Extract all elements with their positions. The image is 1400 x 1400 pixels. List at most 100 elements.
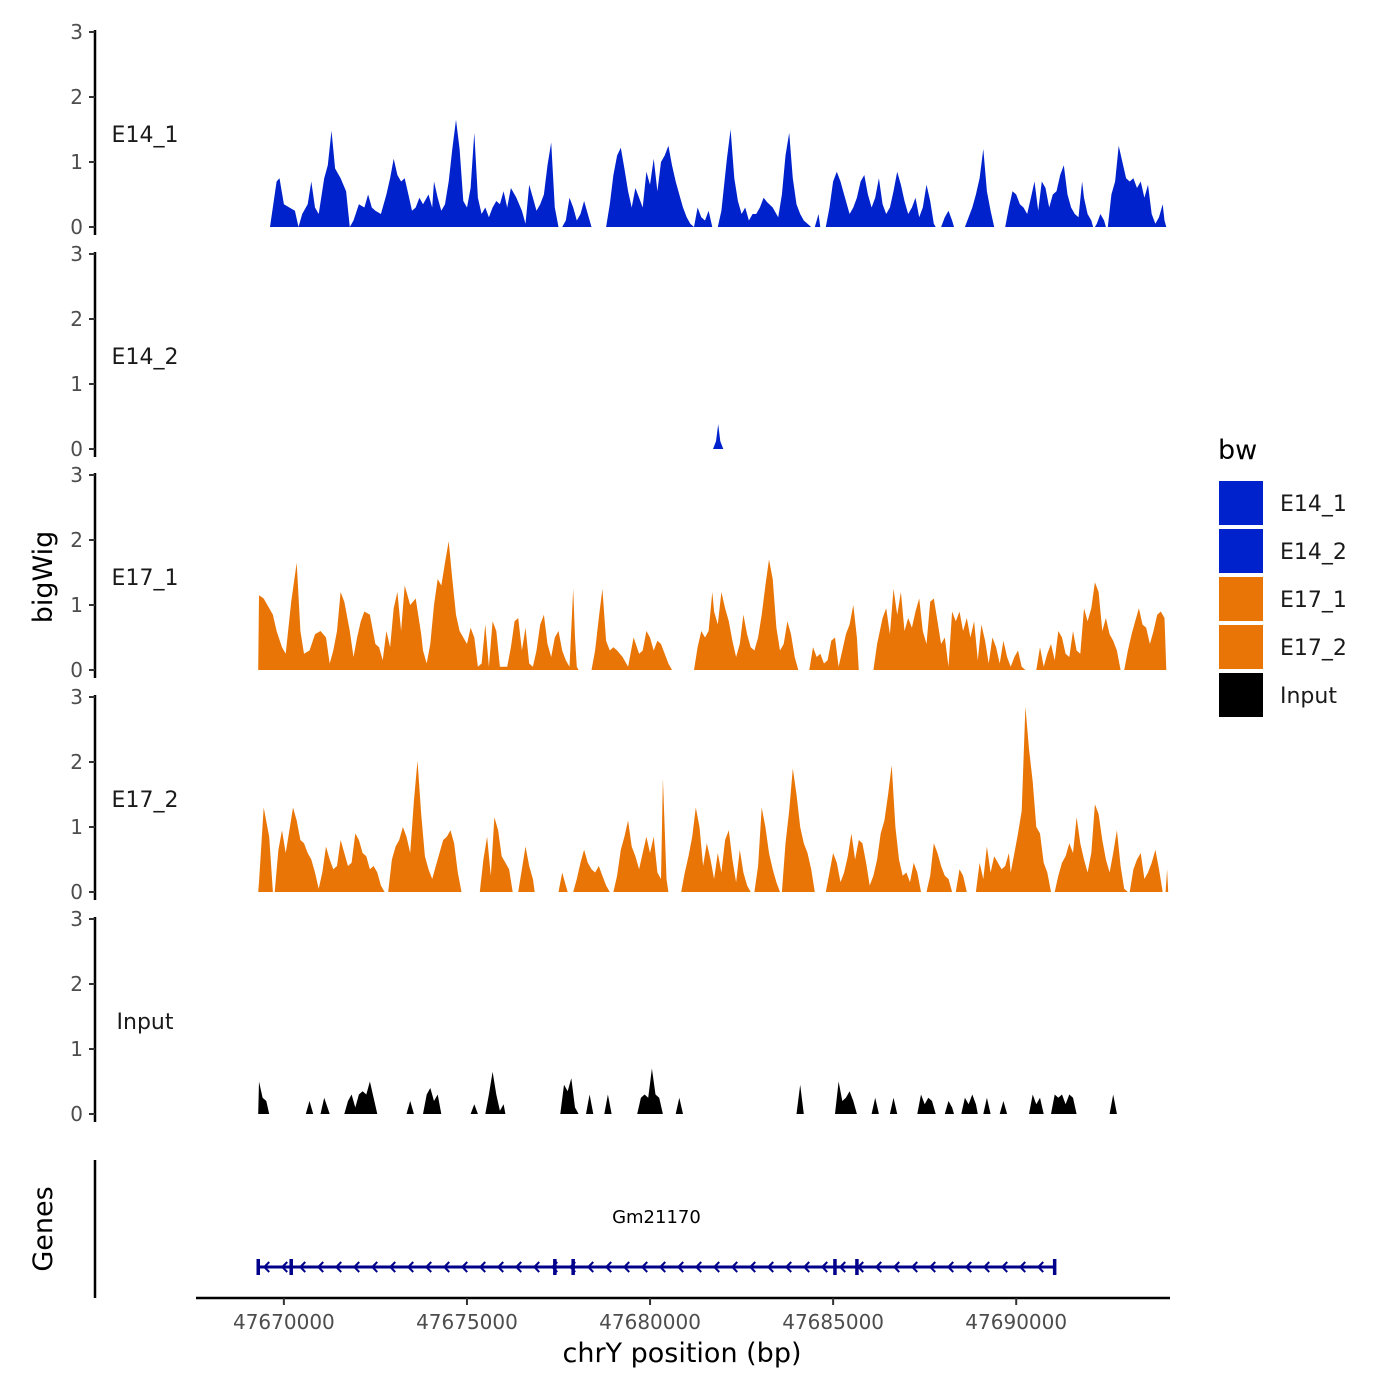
coverage-area-e14-1 [270,119,1167,227]
track-label-e14-2: E14_2 [112,345,179,370]
x-axis: 47670000 47675000 47680000 47685000 47690000 [196,1296,1170,1334]
strand-arrow-icon [640,1261,648,1273]
track-input: 0 1 2 3 Input [70,907,1117,1126]
track-e17-1: 0 1 2 3 E17_1 [70,463,1167,682]
strand-arrow-icon [424,1261,432,1273]
strand-arrow-icon [928,1261,936,1273]
y-tick-label-e14-1-1: 1 [70,150,83,174]
strand-arrow-icon [262,1261,270,1273]
strand-arrow-icon [478,1261,486,1273]
y-tick-label-e17-1-1: 1 [70,593,83,617]
y-tick-label-input-3: 3 [70,907,83,931]
legend-label-e17-2: E17_2 [1280,636,1347,661]
strand-arrow-icon [838,1261,846,1273]
x-tick-label-47670000: 47670000 [233,1310,335,1334]
gene-track: Gm21170 [93,1160,1057,1298]
strand-arrow-icon [586,1261,594,1273]
legend-swatch-e17-2 [1217,623,1265,671]
y-tick-label-e14-2-3: 3 [70,242,83,266]
coverage-area-e14-2 [713,424,724,449]
x-tick-label-47690000: 47690000 [965,1310,1067,1334]
track-label-e17-2: E17_2 [112,788,179,813]
strand-arrow-icon [298,1261,306,1273]
gene-label-gm21170: Gm21170 [612,1207,701,1228]
y-tick-label-e17-2-0: 0 [70,880,83,904]
strand-arrow-icon [406,1261,414,1273]
strand-arrow-icon [352,1261,360,1273]
strand-arrow-icon [820,1261,828,1273]
strand-arrow-icon [532,1261,540,1273]
strand-arrow-icon [442,1261,450,1273]
y-tick-label-e14-1-3: 3 [70,20,83,44]
strand-arrow-icon [370,1261,378,1273]
strand-arrow-icon [730,1261,738,1273]
coverage-area-input [258,1068,1117,1114]
y-axis-title-genes: Genes [28,1186,59,1271]
strand-arrow-icon [748,1261,756,1273]
coverage-area-e17-2 [258,706,1169,892]
y-tick-label-e17-2-1: 1 [70,815,83,839]
bigwig-tracks: 0 1 2 3 E14_1 0 1 2 3 E14_2 0 1 2 3 E17_1 0 1 2 3 E17_2 0 1 2 3… [70,20,1169,1126]
legend-swatch-e14-2 [1217,527,1265,575]
strand-arrow-icon [802,1261,810,1273]
legend-swatch-e14-1 [1217,479,1265,527]
strand-arrow-icon [316,1261,324,1273]
strand-arrow-icon [388,1261,396,1273]
legend-label-e17-1: E17_1 [1280,588,1347,613]
strand-arrow-icon [892,1261,900,1273]
strand-arrow-icon [622,1261,630,1273]
strand-arrow-icon [964,1261,972,1273]
y-tick-label-e14-1-2: 2 [70,85,83,109]
y-tick-label-e14-2-2: 2 [70,307,83,331]
track-e14-2: 0 1 2 3 E14_2 [70,242,724,461]
strand-arrow-icon [460,1261,468,1273]
legend-label-input: Input [1280,684,1337,709]
y-tick-label-input-1: 1 [70,1037,83,1061]
strand-arrow-icon [604,1261,612,1273]
x-tick-label-47685000: 47685000 [782,1310,884,1334]
coverage-area-e17-1 [258,541,1167,670]
strand-arrow-icon [874,1261,882,1273]
y-tick-label-e17-1-3: 3 [70,463,83,487]
strand-arrow-icon [334,1261,342,1273]
strand-arrow-icon [712,1261,720,1273]
y-tick-label-e14-2-1: 1 [70,372,83,396]
y-tick-label-e14-1-0: 0 [70,215,83,239]
track-e17-2: 0 1 2 3 E17_2 [70,685,1169,904]
y-tick-label-e17-2-3: 3 [70,685,83,709]
strand-arrow-icon [1000,1261,1008,1273]
legend-swatch-e17-1 [1217,575,1265,623]
strand-arrow-icon [1036,1261,1044,1273]
legend-title: bw [1218,435,1257,466]
strand-arrow-icon [982,1261,990,1273]
gene-gm21170: Gm21170 [256,1207,1057,1275]
strand-arrow-icon [946,1261,954,1273]
strand-arrow-icon [784,1261,792,1273]
track-label-e14-1: E14_1 [112,123,179,148]
strand-arrow-icon [694,1261,702,1273]
strand-arrow-icon [766,1261,774,1273]
y-tick-label-e14-2-0: 0 [70,437,83,461]
y-tick-label-e17-1-2: 2 [70,528,83,552]
y-tick-label-e17-2-2: 2 [70,750,83,774]
strand-arrow-icon [1018,1261,1026,1273]
strand-arrow-icon [910,1261,918,1273]
x-axis-title: chrY position (bp) [562,1338,801,1369]
track-label-input: Input [117,1010,174,1035]
track-e14-1: 0 1 2 3 E14_1 [70,20,1167,239]
y-tick-label-e17-1-0: 0 [70,658,83,682]
y-tick-label-input-0: 0 [70,1102,83,1126]
strand-arrow-icon [496,1261,504,1273]
track-label-e17-1: E17_1 [112,566,179,591]
strand-arrow-icon [280,1261,288,1273]
legend-label-e14-1: E14_1 [1280,492,1347,517]
legend: bw E14_1 E14_2 E17_1 E17_2 Input [1217,435,1347,719]
strand-arrow-icon [514,1261,522,1273]
legend-swatch-input [1217,671,1265,719]
legend-label-e14-2: E14_2 [1280,540,1347,565]
y-axis-title-bigwig: bigWig [28,531,59,624]
x-tick-label-47675000: 47675000 [416,1310,518,1334]
strand-arrow-icon [658,1261,666,1273]
